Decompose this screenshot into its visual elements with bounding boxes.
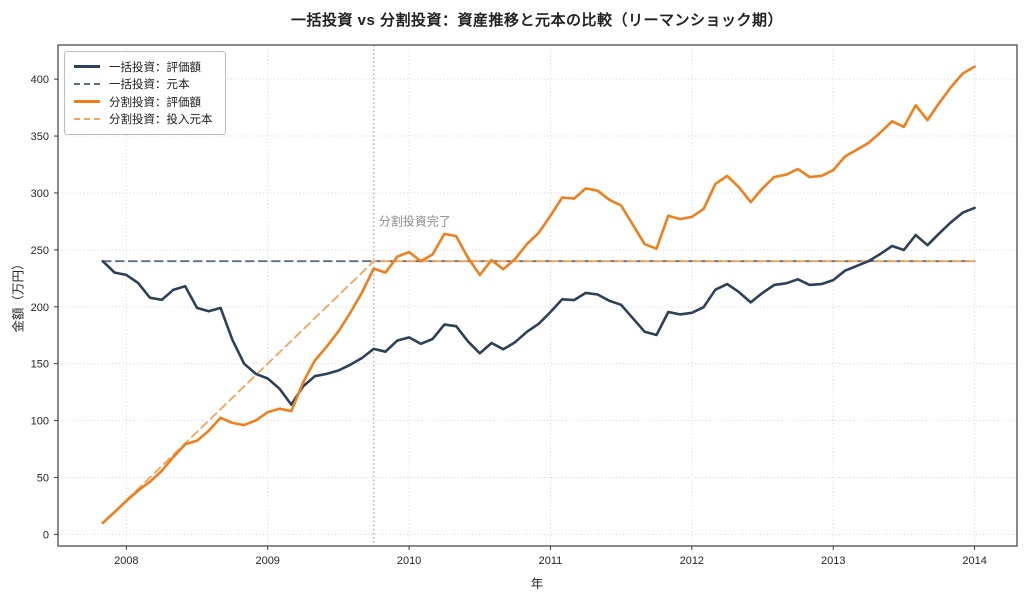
chart-title: 一括投資 vs 分割投資：資産推移と元本の比較（リーマンショック期） — [290, 12, 784, 29]
y-axis-label: 金額（万円） — [11, 257, 26, 333]
y-tick-label: 250 — [31, 245, 49, 257]
legend-item-label: 一括投資：元本 — [109, 79, 190, 92]
legend-item-label: 分割投資：評価額 — [109, 96, 201, 109]
y-tick-label: 0 — [43, 529, 49, 541]
completion-annotation: 分割投資完了 — [379, 213, 451, 228]
y-tick-label: 300 — [31, 188, 49, 200]
legend-line-swatch — [74, 83, 100, 86]
legend-item-lump-principal: 一括投資：元本 — [74, 76, 213, 94]
y-tick-label: 400 — [31, 74, 49, 86]
series-line-2 — [101, 65, 976, 525]
x-tick-label: 2012 — [680, 555, 704, 567]
legend-item-label: 一括投資：評価額 — [109, 61, 201, 74]
legend-item-split-principal: 分割投資：投入元本 — [74, 111, 213, 129]
y-tick-label: 100 — [31, 416, 49, 428]
legend: 一括投資：評価額 一括投資：元本 分割投資：評価額 分割投資：投入元本 — [64, 51, 226, 135]
y-tick-label: 200 — [31, 302, 49, 314]
x-tick-label: 2008 — [114, 555, 138, 567]
legend-line-swatch — [74, 65, 100, 69]
y-tick-label: 50 — [37, 472, 49, 484]
series-line-3 — [101, 260, 976, 524]
x-tick-label: 2010 — [397, 555, 421, 567]
y-tick-label: 150 — [31, 359, 49, 371]
x-tick-label: 2009 — [255, 555, 279, 567]
y-tick-label: 350 — [31, 131, 49, 143]
legend-item-lump-value: 一括投資：評価額 — [74, 58, 213, 76]
plot-border — [57, 44, 1018, 547]
legend-line-swatch — [74, 118, 100, 121]
x-tick-label: 2013 — [821, 555, 845, 567]
x-tick-label: 2011 — [539, 555, 563, 567]
series-line-0 — [101, 206, 976, 406]
x-tick-label: 2014 — [962, 555, 986, 567]
legend-item-label: 分割投資：投入元本 — [109, 114, 213, 127]
legend-line-swatch — [74, 100, 100, 104]
legend-item-split-value: 分割投資：評価額 — [74, 93, 213, 111]
x-axis-label: 年 — [530, 577, 544, 591]
